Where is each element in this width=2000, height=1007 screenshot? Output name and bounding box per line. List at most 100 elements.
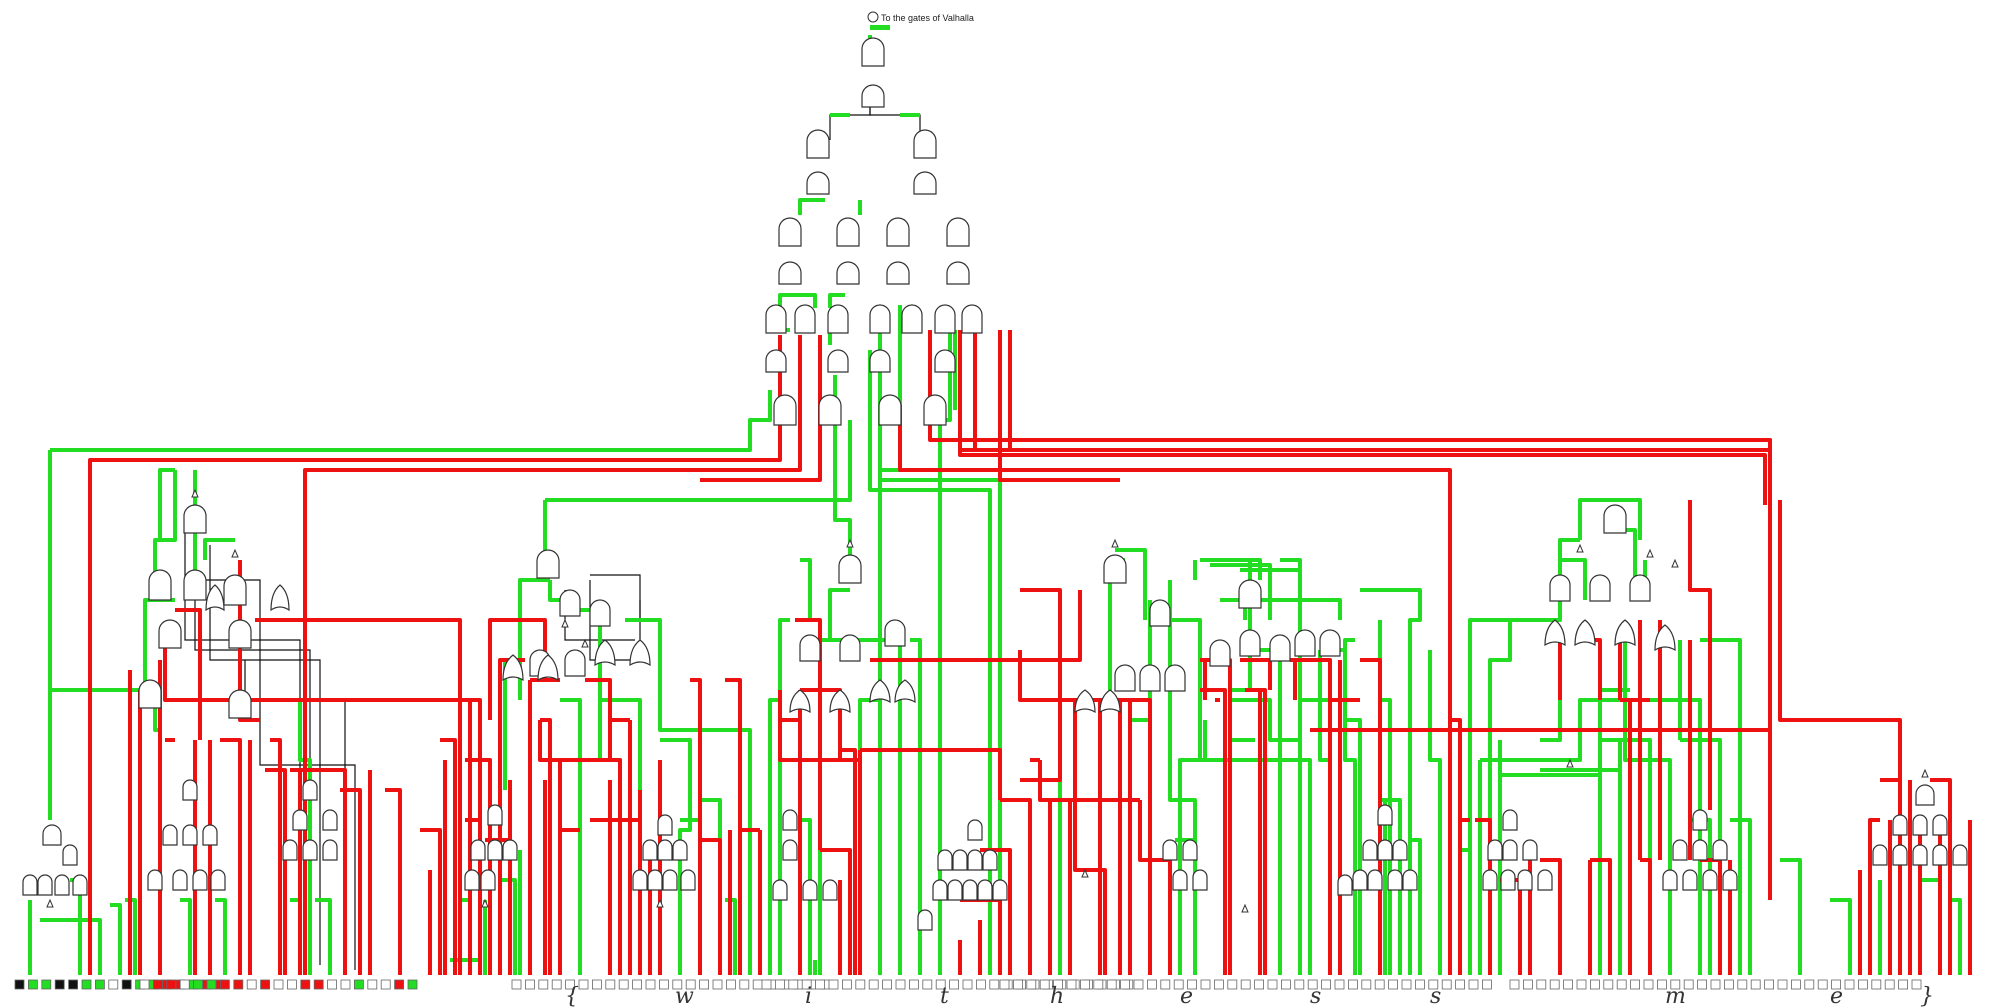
input-pin[interactable] (41, 979, 52, 990)
input-pin[interactable] (1388, 979, 1398, 990)
input-pin[interactable] (699, 979, 709, 990)
input-pin[interactable] (1884, 979, 1895, 990)
input-pin[interactable] (1750, 979, 1761, 990)
input-pin[interactable] (551, 979, 562, 990)
input-pin[interactable] (1013, 979, 1023, 990)
input-pin[interactable] (1858, 979, 1868, 990)
input-pin[interactable] (1603, 979, 1614, 990)
input-pin[interactable] (685, 979, 696, 990)
input-pin[interactable] (1133, 979, 1144, 990)
input-pin[interactable] (1455, 979, 1465, 990)
input-pin[interactable] (1200, 979, 1211, 990)
input-pin-row[interactable] (14, 979, 1922, 990)
input-pin[interactable] (605, 979, 616, 990)
input-pin[interactable] (976, 979, 986, 990)
input-pin[interactable] (1187, 979, 1197, 990)
input-pin[interactable] (565, 979, 575, 990)
input-pin[interactable] (935, 979, 946, 990)
input-pin[interactable] (152, 979, 163, 990)
input-pin[interactable] (327, 979, 338, 990)
input-pin[interactable] (1348, 979, 1358, 990)
input-pin[interactable] (618, 979, 629, 990)
input-pin[interactable] (1294, 979, 1305, 990)
input-pin[interactable] (1307, 979, 1318, 990)
input-pin[interactable] (788, 979, 799, 990)
input-pin[interactable] (1683, 979, 1694, 990)
input-pin[interactable] (815, 979, 825, 990)
input-pin[interactable] (1321, 979, 1331, 990)
input-pin[interactable] (1361, 979, 1372, 990)
input-pin[interactable] (367, 979, 378, 990)
input-pin[interactable] (1670, 979, 1681, 990)
input-pin[interactable] (1482, 979, 1492, 990)
input-pin[interactable] (286, 979, 297, 990)
input-pin[interactable] (895, 979, 906, 990)
input-pin[interactable] (739, 979, 750, 990)
input-pin[interactable] (1817, 979, 1828, 990)
input-pin[interactable] (139, 979, 150, 990)
input-pin[interactable] (1590, 979, 1600, 990)
input-pin[interactable] (68, 979, 78, 990)
input-pin[interactable] (525, 979, 535, 990)
input-pin[interactable] (578, 979, 589, 990)
input-pin[interactable] (1147, 979, 1157, 990)
input-pin[interactable] (1630, 979, 1640, 990)
input-pin[interactable] (922, 979, 933, 990)
input-pin[interactable] (313, 979, 324, 990)
input-pin[interactable] (1737, 979, 1748, 990)
input-pin[interactable] (752, 979, 763, 990)
input-pin[interactable] (1871, 979, 1882, 990)
input-pin[interactable] (1911, 979, 1922, 990)
input-pin[interactable] (1441, 979, 1452, 990)
input-pin[interactable] (775, 979, 785, 990)
input-pin[interactable] (511, 979, 522, 990)
input-pin[interactable] (1576, 979, 1587, 990)
input-pin[interactable] (1120, 979, 1130, 990)
input-pin[interactable] (1240, 979, 1251, 990)
input-pin[interactable] (1415, 979, 1425, 990)
input-pin[interactable] (1509, 979, 1520, 990)
input-pin[interactable] (1697, 979, 1707, 990)
input-pin[interactable] (193, 979, 204, 990)
input-pin[interactable] (1227, 979, 1238, 990)
input-pin[interactable] (260, 979, 271, 990)
input-pin[interactable] (592, 979, 602, 990)
input-pin[interactable] (659, 979, 669, 990)
input-pin[interactable] (1080, 979, 1090, 990)
input-pin[interactable] (407, 979, 418, 990)
input-pin[interactable] (1053, 979, 1063, 990)
input-pin[interactable] (166, 979, 177, 990)
input-pin[interactable] (645, 979, 656, 990)
input-pin[interactable] (380, 979, 391, 990)
input-pin[interactable] (121, 979, 132, 990)
input-pin[interactable] (219, 979, 230, 990)
input-pin[interactable] (1831, 979, 1841, 990)
input-pin[interactable] (206, 979, 217, 990)
input-pin[interactable] (54, 979, 65, 990)
input-pin[interactable] (1724, 979, 1734, 990)
input-pin[interactable] (726, 979, 736, 990)
input-pin[interactable] (712, 979, 723, 990)
input-pin[interactable] (1549, 979, 1560, 990)
input-pin[interactable] (1093, 979, 1104, 990)
input-pin[interactable] (1563, 979, 1573, 990)
input-pin[interactable] (882, 979, 892, 990)
input-pin[interactable] (108, 979, 119, 990)
input-pin[interactable] (1804, 979, 1815, 990)
input-pin[interactable] (1106, 979, 1117, 990)
input-pin[interactable] (842, 979, 852, 990)
input-pin[interactable] (761, 979, 772, 990)
input-pin[interactable] (394, 979, 405, 990)
input-pin[interactable] (1791, 979, 1801, 990)
input-pin[interactable] (909, 979, 919, 990)
input-pin[interactable] (1214, 979, 1224, 990)
input-pin[interactable] (801, 979, 812, 990)
input-pin[interactable] (1160, 979, 1171, 990)
input-pin[interactable] (300, 979, 311, 990)
input-pin[interactable] (179, 979, 190, 990)
input-pin[interactable] (1536, 979, 1547, 990)
input-pin[interactable] (95, 979, 105, 990)
input-pin[interactable] (1173, 979, 1184, 990)
input-pin[interactable] (273, 979, 284, 990)
input-pin[interactable] (632, 979, 642, 990)
